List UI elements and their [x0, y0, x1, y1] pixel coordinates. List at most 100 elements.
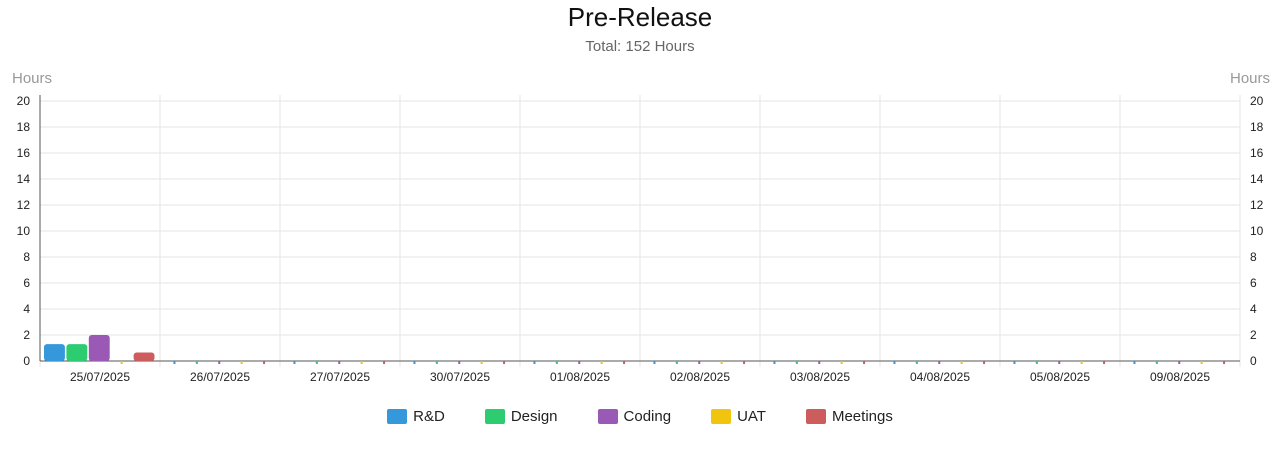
legend-label: UAT: [737, 408, 766, 425]
legend-label: R&D: [413, 408, 445, 425]
y-tick-label-right: 6: [1250, 276, 1257, 290]
bar-coding[interactable]: [458, 361, 461, 364]
bar-uat[interactable]: [240, 361, 243, 364]
y-tick-label-right: 8: [1250, 250, 1257, 264]
y-tick-label-right: 14: [1250, 172, 1264, 186]
bar-coding[interactable]: [218, 361, 221, 364]
legend-swatch: [484, 409, 505, 424]
bar-r-d[interactable]: [773, 361, 776, 364]
bar-design[interactable]: [195, 361, 198, 364]
bar-meetings[interactable]: [1103, 361, 1106, 364]
bar-meetings[interactable]: [983, 361, 986, 364]
x-tick-label: 01/08/2025: [550, 370, 610, 384]
y-axis-title-left: Hours: [12, 70, 52, 87]
y-tick-label-right: 20: [1250, 94, 1264, 108]
y-axis-title-right: Hours: [1230, 70, 1270, 87]
bar-meetings[interactable]: [863, 361, 866, 364]
legend-label: Design: [510, 408, 558, 425]
x-tick-label: 30/07/2025: [430, 370, 490, 384]
bar-meetings[interactable]: [503, 361, 506, 364]
bar-coding[interactable]: [88, 335, 110, 361]
bar-r-d[interactable]: [1133, 361, 1136, 364]
y-tick-label-right: 10: [1250, 224, 1264, 238]
x-tick-label: 03/08/2025: [790, 370, 850, 384]
bar-design[interactable]: [66, 344, 88, 361]
bar-uat[interactable]: [960, 361, 963, 364]
bar-design[interactable]: [435, 361, 438, 364]
bar-coding[interactable]: [938, 361, 941, 364]
bar-r-d[interactable]: [293, 361, 296, 364]
bar-uat[interactable]: [1200, 361, 1203, 364]
bar-coding[interactable]: [818, 361, 821, 364]
y-tick-label-right: 16: [1250, 146, 1264, 160]
x-tick-label: 25/07/2025: [70, 370, 130, 384]
legend-label: Coding: [623, 408, 672, 425]
y-tick-label-left: 8: [23, 250, 30, 264]
bar-design[interactable]: [315, 361, 318, 364]
bar-r-d[interactable]: [653, 361, 656, 364]
y-tick-label-left: 4: [23, 302, 30, 316]
bar-coding[interactable]: [1178, 361, 1181, 364]
x-tick-label: 04/08/2025: [910, 370, 970, 384]
y-tick-label-right: 12: [1250, 198, 1264, 212]
legend-item-r-d[interactable]: R&D: [387, 408, 445, 425]
y-tick-label-right: 18: [1250, 120, 1264, 134]
bar-uat[interactable]: [360, 361, 363, 364]
bar-meetings[interactable]: [263, 361, 266, 364]
chart-title: Pre-Release: [567, 2, 713, 32]
bar-meetings[interactable]: [383, 361, 386, 364]
x-tick-label: 02/08/2025: [670, 370, 730, 384]
x-tick-label: 05/08/2025: [1030, 370, 1090, 384]
bar-meetings[interactable]: [743, 361, 746, 364]
x-tick-label: 09/08/2025: [1150, 370, 1210, 384]
bar-meetings[interactable]: [133, 352, 155, 361]
bar-meetings[interactable]: [623, 361, 626, 364]
x-tick-label: 26/07/2025: [190, 370, 250, 384]
bar-r-d[interactable]: [413, 361, 416, 364]
bar-uat[interactable]: [1080, 361, 1083, 364]
legend-swatch: [597, 409, 618, 424]
bar-design[interactable]: [1035, 361, 1038, 364]
bar-chart: Hours Hours 0 0 2 2 4 4 6 6 8 8 10 10 12 12 14 14 16 16 18…: [12, 70, 1270, 384]
legend-swatch: [387, 409, 408, 424]
y-tick-label-left: 10: [17, 224, 31, 238]
legend-swatch: [805, 409, 826, 424]
bar-r-d[interactable]: [173, 361, 176, 364]
bar-coding[interactable]: [338, 361, 341, 364]
bar-design[interactable]: [1155, 361, 1158, 364]
y-tick-label-left: 18: [17, 120, 31, 134]
bar-design[interactable]: [915, 361, 918, 364]
bar-meetings[interactable]: [1223, 361, 1226, 364]
y-tick-label-left: 14: [17, 172, 31, 186]
legend-label: Meetings: [831, 408, 893, 425]
y-tick-label-right: 2: [1250, 328, 1257, 342]
bar-design[interactable]: [795, 361, 798, 364]
y-tick-label-left: 20: [17, 94, 31, 108]
y-tick-label-right: 4: [1250, 302, 1257, 316]
bar-r-d[interactable]: [533, 361, 536, 364]
legend-item-uat[interactable]: UAT: [711, 408, 766, 425]
legend-item-coding[interactable]: Coding: [597, 408, 672, 425]
bar-uat[interactable]: [840, 361, 843, 364]
legend-item-design[interactable]: Design: [484, 408, 558, 425]
bar-r-d[interactable]: [44, 344, 65, 361]
bar-design[interactable]: [675, 361, 678, 364]
bar-r-d[interactable]: [893, 361, 896, 364]
chart-subtitle: Total: 152 Hours: [585, 38, 695, 55]
y-tick-label-left: 0: [23, 354, 30, 368]
legend-item-meetings[interactable]: Meetings: [805, 408, 893, 425]
bar-coding[interactable]: [1058, 361, 1061, 364]
x-tick-label: 27/07/2025: [310, 370, 370, 384]
chart-legend: R&D Design Coding UAT Meetings: [0, 408, 1280, 425]
bar-coding[interactable]: [698, 361, 701, 364]
bar-design[interactable]: [555, 361, 558, 364]
y-tick-label-left: 2: [23, 328, 30, 342]
bar-coding[interactable]: [578, 361, 581, 364]
y-tick-label-right: 0: [1250, 354, 1257, 368]
bar-uat[interactable]: [600, 361, 603, 364]
bar-uat[interactable]: [720, 361, 723, 364]
bar-uat[interactable]: [120, 361, 123, 364]
bar-r-d[interactable]: [1013, 361, 1016, 364]
bar-uat[interactable]: [480, 361, 483, 364]
